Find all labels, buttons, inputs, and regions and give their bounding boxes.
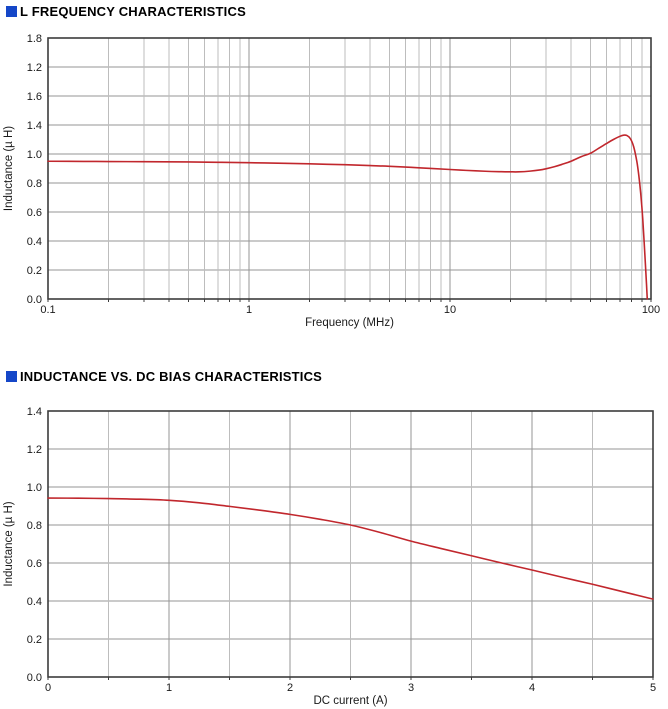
dc-bias-chart-title-text: INDUCTANCE VS. DC BIAS CHARACTERISTICS [20,369,323,384]
svg-text:4: 4 [529,682,535,694]
svg-text:0.1: 0.1 [40,304,55,316]
svg-text:0.4: 0.4 [27,236,42,248]
frequency-chart-title-text: L FREQUENCY CHARACTERISTICS [20,4,246,19]
svg-text:DC current (A): DC current (A) [313,695,387,707]
svg-text:2: 2 [287,682,293,694]
svg-text:0.4: 0.4 [27,596,42,608]
svg-text:1.2: 1.2 [27,62,42,74]
svg-text:1.6: 1.6 [27,91,42,103]
svg-text:5: 5 [650,682,656,694]
svg-text:Inductance (µ H): Inductance (µ H) [3,126,15,211]
svg-text:0.6: 0.6 [27,207,42,219]
svg-text:1.8: 1.8 [27,33,42,45]
svg-text:0.0: 0.0 [27,672,42,684]
blue-square-bullet-icon [6,371,17,382]
svg-text:3: 3 [408,682,414,694]
dc-bias-chart-title: INDUCTANCE VS. DC BIAS CHARACTERISTICS [6,369,322,384]
svg-text:1.4: 1.4 [27,120,42,132]
svg-text:1.0: 1.0 [27,482,42,494]
svg-text:0.0: 0.0 [27,294,42,306]
l-frequency-characteristics-chart: 1.8 1.2 1.6 1.4 1.0 0.8 0.6 0.4 0.2 0.00.1 1 10 100 F… [3,33,660,329]
svg-text:Frequency (MHz): Frequency (MHz) [305,317,394,329]
svg-text:1.4: 1.4 [27,406,42,418]
svg-text:1.2: 1.2 [27,444,42,456]
svg-text:Inductance (µ H): Inductance (µ H) [3,501,15,586]
frequency-chart-title: L FREQUENCY CHARACTERISTICS [6,4,246,19]
svg-text:0.8: 0.8 [27,520,42,532]
svg-text:0.6: 0.6 [27,558,42,570]
svg-text:1: 1 [166,682,172,694]
svg-text:0.2: 0.2 [27,265,42,277]
blue-square-bullet-icon [6,6,17,17]
svg-text:0.2: 0.2 [27,634,42,646]
svg-text:0.8: 0.8 [27,178,42,190]
inductance-vs-dc-bias-chart: 1.4 1.2 1.0 0.8 0.6 0.4 0.2 0.00 1 2 3 4 5 DC current… [3,406,656,707]
svg-text:1: 1 [246,304,252,316]
svg-text:10: 10 [444,304,456,316]
svg-text:0: 0 [45,682,51,694]
svg-text:100: 100 [642,304,660,316]
svg-text:1.0: 1.0 [27,149,42,161]
